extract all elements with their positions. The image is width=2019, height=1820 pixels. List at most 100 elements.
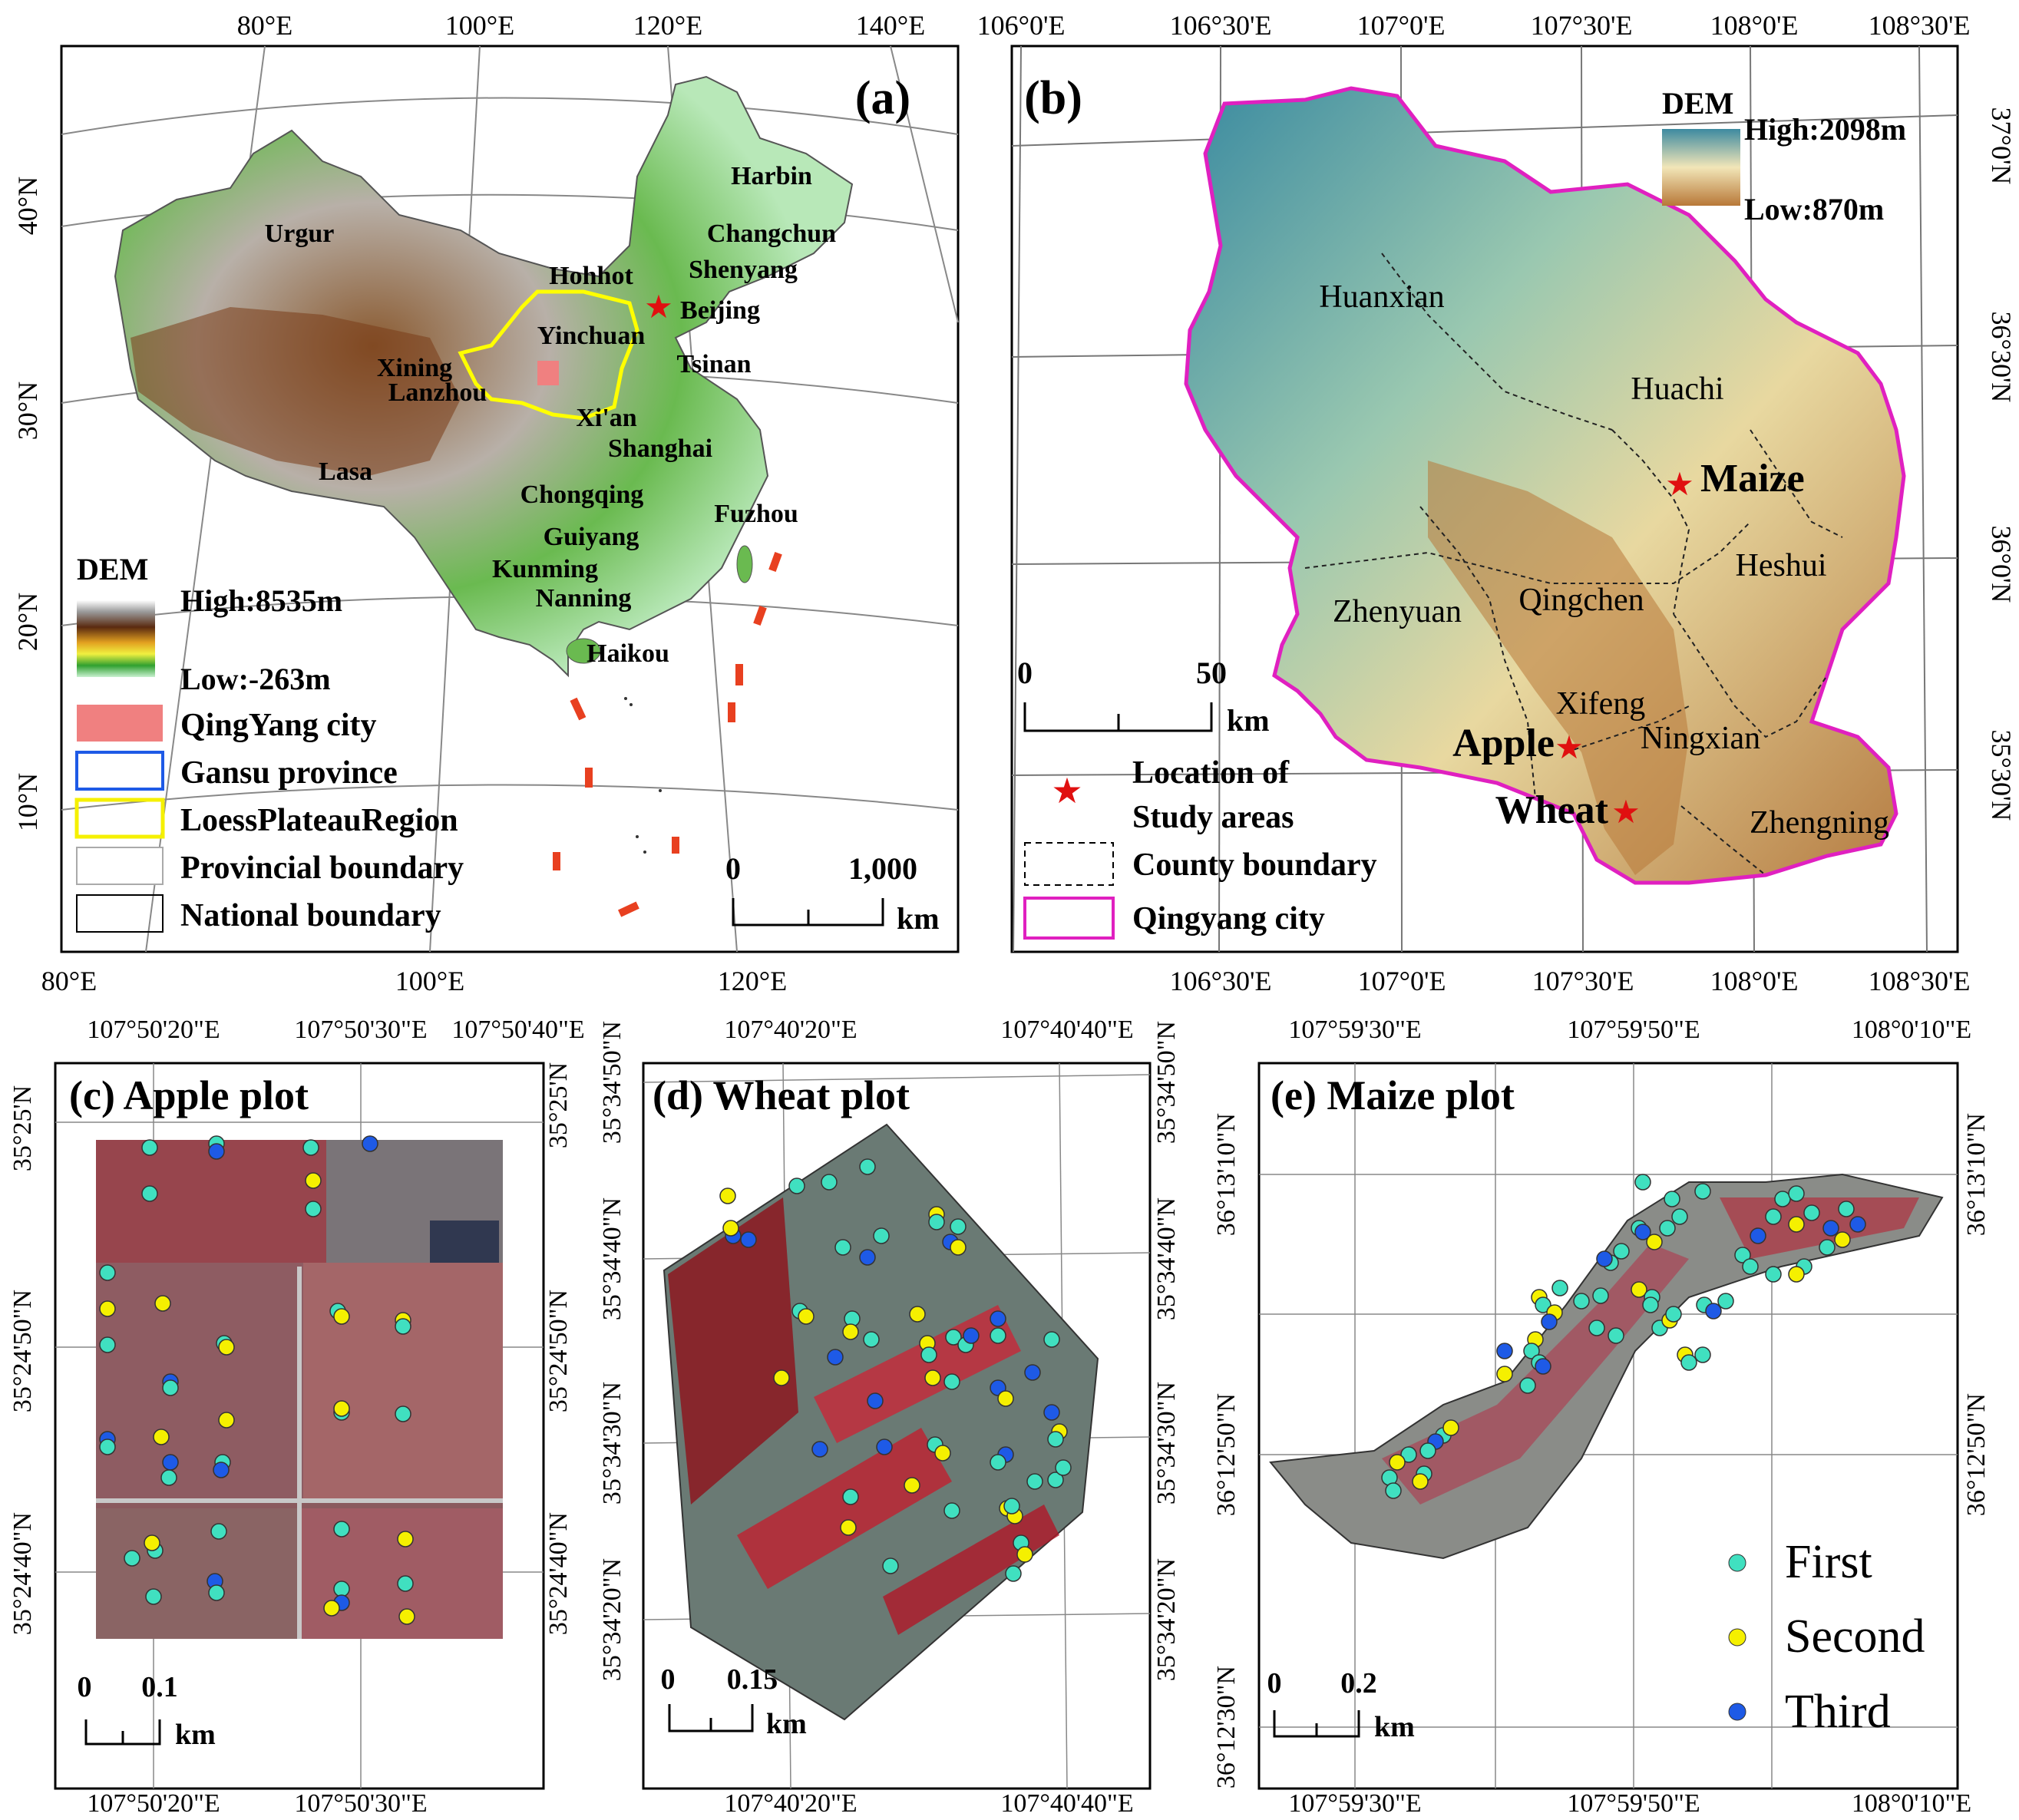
tick-label: 108°0'10"E: [1852, 1016, 1971, 1044]
sample-point-third: [1024, 1364, 1041, 1381]
sample-point-third: [1535, 1358, 1551, 1375]
tick-label: 35°25'N: [8, 1085, 37, 1171]
sample-point-first: [1400, 1446, 1417, 1463]
sample-point-third: [963, 1327, 980, 1344]
tick-label: 36°12'50"N: [1212, 1393, 1241, 1516]
county-boundaries: [1304, 253, 1843, 876]
sample-point-first: [1680, 1354, 1697, 1371]
city-label: Xining: [377, 354, 452, 382]
panel-c: (c) Apple plot 107°50'20"E 107°50'30"E 107…: [8, 1016, 585, 1818]
panel-d-scale-max: 0.15: [727, 1663, 778, 1696]
tick-label: 107°40'20"E: [724, 1789, 857, 1818]
panel-a-scale-unit: km: [897, 901, 940, 936]
sample-point-first: [1419, 1442, 1436, 1459]
sample-point-first: [873, 1227, 890, 1244]
panel-a-scale-max: 1,000: [848, 851, 917, 886]
county-label: Xifeng: [1556, 686, 1646, 722]
sample-point-third: [1705, 1303, 1722, 1320]
sample-point-first: [1664, 1191, 1680, 1207]
city-label: Xi'an: [576, 404, 636, 432]
sample-point-first: [1608, 1327, 1624, 1344]
hainan-island: [566, 638, 601, 664]
sample-point-first: [99, 1336, 116, 1353]
panel-e-scale-zero: 0: [1267, 1667, 1282, 1699]
sample-point-first: [882, 1557, 899, 1574]
tick-label: 107°50'20"E: [87, 1016, 220, 1044]
sample-point-second: [840, 1519, 857, 1536]
sample-point-first: [1765, 1208, 1782, 1225]
sample-point-second: [1834, 1231, 1851, 1248]
sample-point-third: [1043, 1404, 1060, 1421]
panel-a-dem-high: High:8535m: [180, 583, 342, 618]
panel-b-scale-max: 50: [1196, 656, 1227, 690]
panel-c-scale-unit: km: [175, 1719, 216, 1751]
sample-point-third: [876, 1438, 893, 1455]
city-label: Haikou: [587, 639, 669, 668]
loess-plateau-outline: [458, 289, 639, 421]
county-label: Heshui: [1736, 548, 1827, 583]
tick-label: 120°E: [633, 10, 702, 41]
tick-label: 107°59'50"E: [1567, 1016, 1700, 1044]
site-label-apple: Apple: [1452, 722, 1555, 765]
tick-label: 107°40'20"E: [724, 1016, 857, 1044]
tick-label: 107°50'40"E: [451, 1016, 584, 1044]
sample-point-first: [210, 1523, 227, 1540]
valley-shade: [1428, 461, 1689, 875]
panel-e-title: (e) Maize plot: [1271, 1072, 1515, 1118]
tick-label: 40°N: [12, 177, 43, 235]
legend-star-icon: ★: [1051, 771, 1082, 811]
sample-point-third: [1849, 1216, 1866, 1233]
sample-point-second: [323, 1600, 340, 1617]
tick-label: 106°30'E: [1170, 966, 1272, 996]
sample-point-first: [1026, 1473, 1043, 1490]
wheat-field-dark: [668, 1197, 798, 1505]
sample-point-second: [798, 1308, 815, 1325]
sample-point-second: [218, 1412, 235, 1429]
sample-point-first: [863, 1331, 880, 1348]
sample-point-first: [1551, 1280, 1568, 1296]
sample-point-first: [1003, 1498, 1020, 1514]
legend-location-line1: Location of: [1132, 755, 1290, 791]
tick-label: 36°12'30"N: [1212, 1666, 1241, 1789]
sample-point-first: [1665, 1306, 1682, 1323]
china-land: [114, 75, 854, 678]
legend-location-line2: Study areas: [1132, 800, 1294, 835]
sample-point-first: [333, 1581, 350, 1597]
sample-point-third: [162, 1454, 179, 1471]
sample-point-second: [397, 1531, 414, 1547]
sample-point-first: [99, 1438, 116, 1455]
tick-label: 35°34'40"N: [598, 1197, 626, 1320]
legend-first-label: First: [1785, 1536, 1872, 1588]
tick-label: 100°E: [395, 966, 464, 996]
sample-point-third: [1822, 1220, 1839, 1237]
maize-field-red: [1382, 1244, 1689, 1505]
panel-d: (d) Wheat plot 107°40'20"E 107°40'40"E107…: [598, 1016, 1181, 1818]
legend-label: National boundary: [180, 898, 441, 933]
apple-sample-points: [99, 1135, 415, 1625]
tick-label: 35°34'50"N: [598, 1021, 626, 1144]
panel-b-dem-high: High:2098m: [1744, 112, 1906, 147]
sample-point-first: [1742, 1258, 1759, 1275]
sample-point-third: [1496, 1343, 1513, 1359]
sample-point-first: [1694, 1346, 1711, 1363]
tick-label: 107°50'30"E: [294, 1789, 427, 1818]
apple-orchard-3: [96, 1508, 299, 1639]
wheat-field-red-1: [737, 1428, 952, 1589]
sample-point-third: [1634, 1224, 1651, 1240]
panel-c-scale-zero: 0: [78, 1671, 92, 1703]
city-label: Chongqing: [520, 481, 644, 509]
sample-point-second: [398, 1608, 415, 1625]
sample-point-first: [1613, 1243, 1630, 1260]
sample-point-first: [1005, 1565, 1022, 1582]
county-label: Huachi: [1631, 372, 1723, 407]
legend-swatch-gansu: [75, 751, 164, 791]
taiwan-island: [736, 545, 753, 583]
panel-a-scale-zero: 0: [725, 851, 741, 886]
panel-e-scale-max: 0.2: [1340, 1667, 1377, 1699]
tick-label: 107°40'40"E: [1000, 1789, 1133, 1818]
sample-point-first: [1588, 1320, 1605, 1336]
panel-d-scale-zero: 0: [661, 1663, 676, 1696]
sample-point-second: [1631, 1281, 1647, 1298]
sample-point-first: [842, 1488, 859, 1505]
